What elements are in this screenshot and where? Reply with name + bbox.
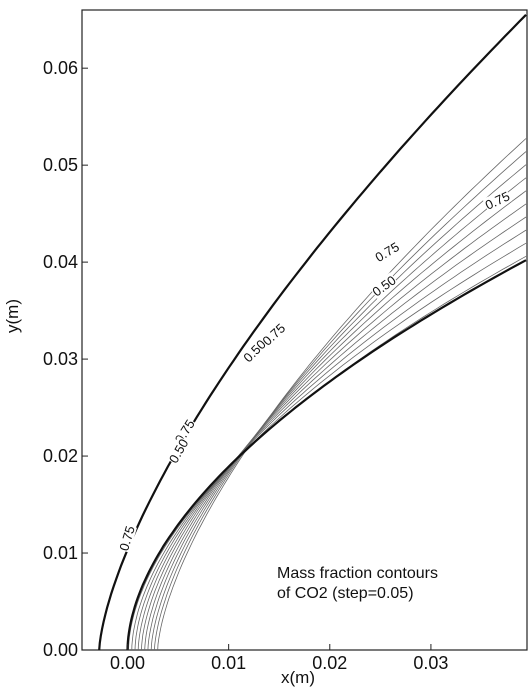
x-tick-label: 0.03 bbox=[413, 653, 448, 673]
x-tick-label: 0.00 bbox=[110, 653, 145, 673]
contour-line bbox=[154, 151, 527, 651]
contour-label-bg bbox=[240, 336, 269, 365]
y-axis-ticks: 0.00 0.01 0.02 0.03 0.04 0.05 0.06 bbox=[43, 58, 88, 660]
y-tick-label: 0.04 bbox=[43, 252, 78, 272]
plot-frame bbox=[81, 9, 528, 651]
y-tick-label: 0.03 bbox=[43, 349, 78, 369]
y-axis-label: y(m) bbox=[3, 299, 22, 333]
contour-label-bg bbox=[369, 272, 399, 299]
contour-label-bg bbox=[165, 435, 191, 466]
contour-label-bg bbox=[116, 523, 137, 553]
contour-label-bg bbox=[372, 238, 402, 265]
body-boundary-line bbox=[126, 259, 527, 651]
contour-line bbox=[144, 190, 527, 651]
y-tick-label: 0.02 bbox=[43, 446, 78, 466]
contour-line bbox=[141, 203, 527, 651]
annotation: Mass fraction contours of CO2 (step=0.05… bbox=[277, 565, 438, 602]
contour-line bbox=[150, 164, 527, 651]
contour-line bbox=[157, 138, 527, 651]
y-tick-label: 0.05 bbox=[43, 155, 78, 175]
x-axis-label: x(m) bbox=[281, 668, 315, 687]
x-tick-label: 0.01 bbox=[211, 653, 246, 673]
contour-label-bg bbox=[259, 320, 288, 349]
contour-labels: 0.750.750.500.750.500.750.500.75 bbox=[116, 188, 512, 553]
contour-value-label: 0.75 bbox=[116, 524, 138, 553]
annotation-line-2: of CO2 (step=0.05) bbox=[277, 585, 414, 602]
annotation-line-1: Mass fraction contours bbox=[277, 565, 438, 582]
contour-line bbox=[137, 216, 527, 651]
contour-lines bbox=[128, 138, 527, 651]
contour-line bbox=[134, 229, 527, 651]
y-tick-label: 0.00 bbox=[43, 640, 78, 660]
y-tick-label: 0.06 bbox=[43, 58, 78, 78]
contour-label-bg bbox=[482, 188, 512, 212]
x-tick-label: 0.02 bbox=[312, 653, 347, 673]
contour-value-label: 0.75 bbox=[372, 239, 401, 265]
contour-line bbox=[147, 177, 527, 651]
x-axis-ticks: 0.00 0.01 0.02 0.03 bbox=[110, 644, 448, 673]
y-tick-label: 0.01 bbox=[43, 543, 78, 563]
